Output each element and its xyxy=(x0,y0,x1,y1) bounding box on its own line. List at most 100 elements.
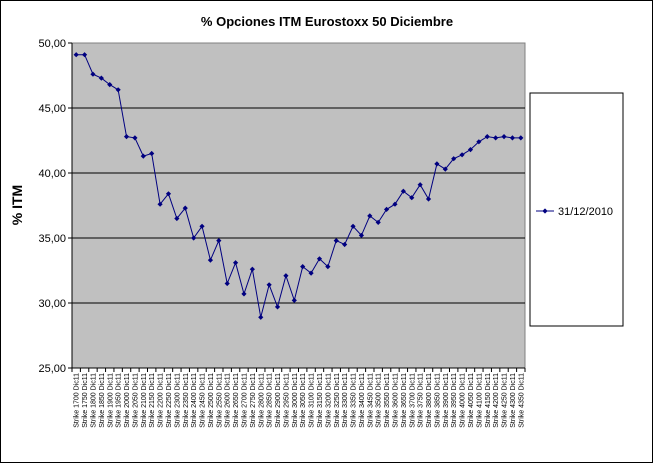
x-tick-label: Strike 3600 Dic11 xyxy=(392,373,399,428)
x-tick-label: Strike 3900 Dic11 xyxy=(443,373,450,428)
data-point xyxy=(199,223,205,229)
x-tick-label: Strike 3650 Dic11 xyxy=(401,373,408,428)
data-point xyxy=(241,291,247,297)
data-point xyxy=(392,201,398,207)
x-tick-label: Strike 3750 Dic11 xyxy=(418,373,425,428)
data-point xyxy=(132,135,138,141)
legend-label: 31/12/2010 xyxy=(558,206,613,218)
x-tick-label: Strike 4350 Dic11 xyxy=(518,373,525,428)
data-point xyxy=(442,166,448,172)
data-point xyxy=(308,270,314,276)
data-point xyxy=(300,264,306,270)
y-tick-label: 30,00 xyxy=(38,298,66,310)
x-tick-label: Strike 1750 Dic11 xyxy=(82,373,89,428)
x-tick-label: Strike 2250 Dic11 xyxy=(166,373,173,428)
data-point xyxy=(291,297,297,303)
data-point xyxy=(191,235,197,241)
data-point xyxy=(375,219,381,225)
x-tick-label: Strike 4300 Dic11 xyxy=(510,373,517,428)
x-tick-label: Strike 3700 Dic11 xyxy=(409,373,416,428)
data-point xyxy=(157,201,163,207)
chart-title: % Opciones ITM Eurostoxx 50 Diciembre xyxy=(201,14,453,29)
x-tick-label: Strike 2550 Dic11 xyxy=(216,373,223,428)
data-point xyxy=(232,260,239,266)
y-tick-label: 50,00 xyxy=(38,38,66,50)
data-point xyxy=(501,134,507,140)
x-tick-label: Strike 4250 Dic11 xyxy=(502,373,509,428)
data-point xyxy=(350,223,356,229)
x-tick-label: Strike 2300 Dic11 xyxy=(174,373,181,428)
data-point xyxy=(207,257,214,263)
x-tick-label: Strike 4150 Dic11 xyxy=(485,373,492,428)
x-tick-label: Strike 1950 Dic11 xyxy=(116,373,123,428)
x-tick-label: Strike 3300 Dic11 xyxy=(342,373,349,428)
data-point xyxy=(434,161,440,167)
data-point xyxy=(367,213,373,219)
data-point xyxy=(417,182,423,188)
x-tick-label: Strike 2500 Dic11 xyxy=(208,373,215,428)
data-point xyxy=(342,241,348,248)
x-tick-label: Strike 1850 Dic11 xyxy=(99,373,106,428)
x-tick-label: Strike 2900 Dic11 xyxy=(275,373,282,428)
data-point xyxy=(81,52,88,58)
x-tick-label: Strike 3450 Dic11 xyxy=(367,373,374,428)
x-tick-label: Strike 3150 Dic11 xyxy=(317,373,324,428)
data-point xyxy=(518,135,524,141)
data-point xyxy=(174,215,180,222)
data-point xyxy=(459,152,465,158)
x-tick-label: Strike 2350 Dic11 xyxy=(183,373,190,428)
data-point xyxy=(165,191,172,197)
x-tick-label: Strike 2650 Dic11 xyxy=(233,373,240,428)
plot-background xyxy=(71,42,526,369)
x-tick-label: Strike 3950 Dic11 xyxy=(451,373,458,428)
data-point xyxy=(115,87,121,93)
x-tick-label: Strike 2150 Dic11 xyxy=(149,373,156,428)
data-point xyxy=(400,188,406,194)
x-tick-label: Strike 3350 Dic11 xyxy=(351,373,358,428)
y-tick-label: 35,00 xyxy=(38,233,66,245)
x-tick-label: Strike 1900 Dic11 xyxy=(107,373,114,428)
x-tick-label: Strike 2950 Dic11 xyxy=(283,373,290,428)
data-point xyxy=(451,156,457,162)
legend-marker xyxy=(542,208,548,214)
y-tick-label: 25,00 xyxy=(38,363,66,375)
data-point xyxy=(425,196,432,202)
x-tick-label: Strike 2200 Dic11 xyxy=(158,373,165,428)
data-point xyxy=(73,52,79,58)
data-point xyxy=(182,205,188,211)
data-point xyxy=(107,82,113,88)
x-tick-label: Strike 3000 Dic11 xyxy=(292,373,299,428)
data-point xyxy=(258,314,264,320)
data-point xyxy=(358,232,365,238)
x-tick-label: Strike 4050 Dic11 xyxy=(468,373,475,428)
data-point xyxy=(123,134,130,140)
data-point xyxy=(493,135,499,141)
x-tick-label: Strike 3200 Dic11 xyxy=(325,373,332,428)
legend: 31/12/2010 xyxy=(529,92,624,327)
x-tick-label: Strike 2100 Dic11 xyxy=(141,373,148,428)
x-tick-label: Strike 3100 Dic11 xyxy=(309,373,316,428)
data-point xyxy=(484,134,490,140)
x-tick-label: Strike 2750 Dic11 xyxy=(250,373,257,428)
data-point xyxy=(266,282,272,288)
data-point xyxy=(283,273,289,279)
data-point xyxy=(476,139,482,145)
x-tick-label: Strike 3250 Dic11 xyxy=(334,373,341,428)
x-tick-label: Strike 3400 Dic11 xyxy=(359,373,366,428)
x-tick-label: Strike 3800 Dic11 xyxy=(426,373,433,428)
data-point xyxy=(325,264,331,270)
data-point xyxy=(383,206,390,212)
x-tick-label: Strike 2000 Dic11 xyxy=(124,373,131,428)
x-tick-label: Strike 3850 Dic11 xyxy=(434,373,441,428)
x-tick-label: Strike 4100 Dic11 xyxy=(476,373,483,428)
plot-area: 50,00 45,00 40,00 35,00 30,00 25,00 Strike 170… xyxy=(38,38,526,428)
x-tick-label: Strike 2050 Dic11 xyxy=(132,373,139,428)
x-tick-label: Strike 2700 Dic11 xyxy=(241,373,248,428)
x-tick-label: Strike 2850 Dic11 xyxy=(267,373,274,428)
data-point xyxy=(274,304,281,310)
x-tick-label: Strike 2800 Dic11 xyxy=(258,373,265,428)
data-point xyxy=(409,195,415,201)
x-tick-label: Strike 3550 Dic11 xyxy=(384,373,391,428)
